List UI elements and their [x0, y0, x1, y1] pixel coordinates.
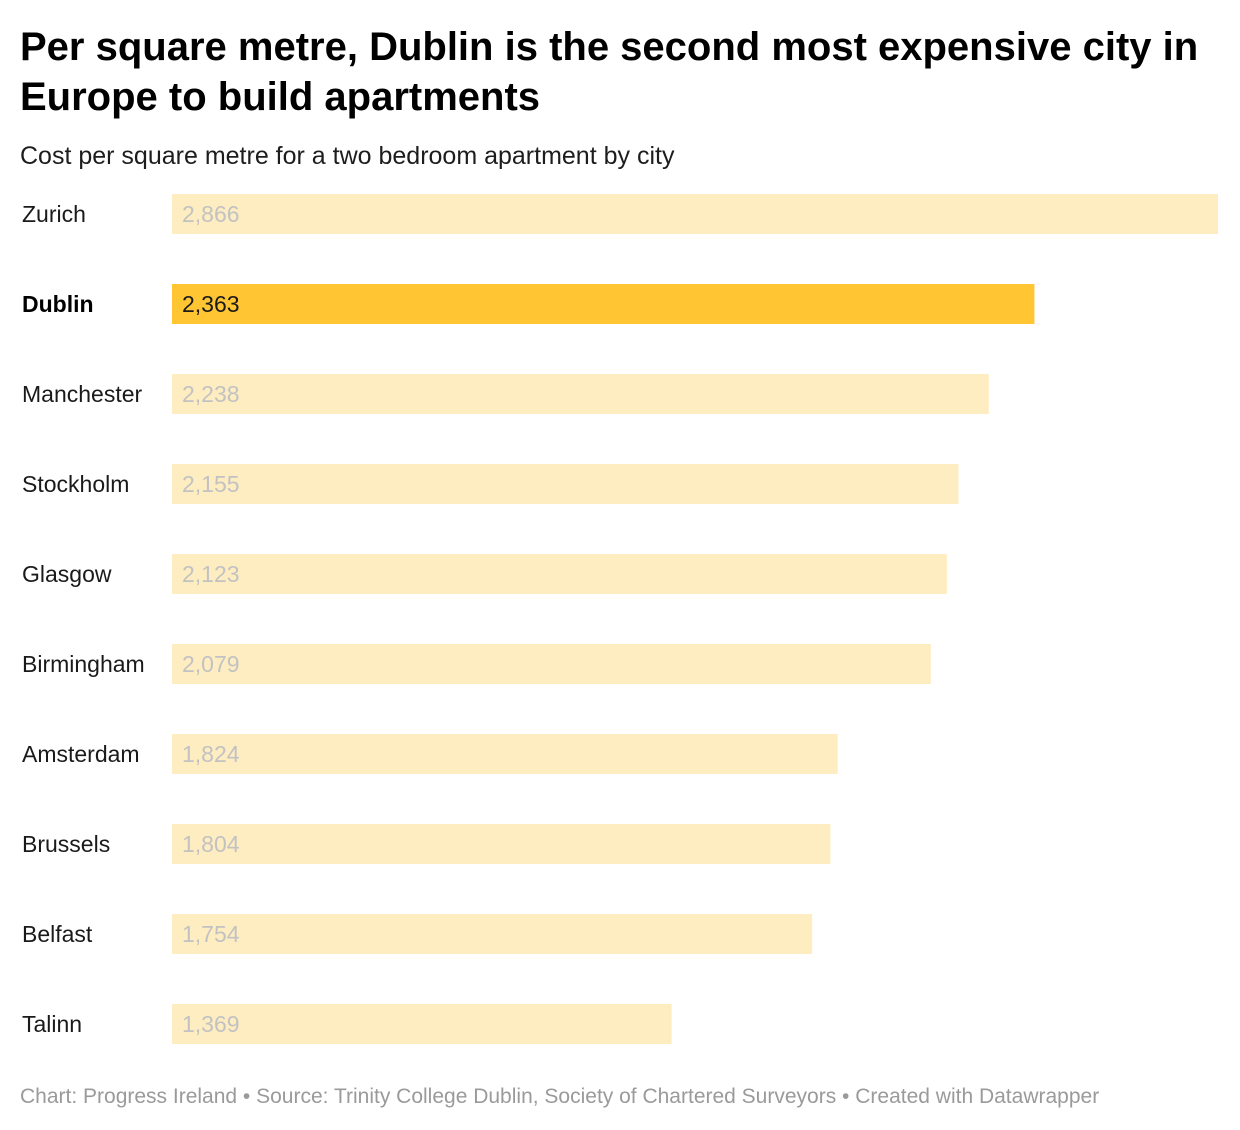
bar-stockholm [172, 464, 959, 504]
value-label-dublin: 2,363 [182, 291, 240, 317]
bar-belfast [172, 914, 813, 954]
bar-birmingham [172, 644, 931, 684]
bar-manchester [172, 374, 989, 414]
category-label-birmingham: Birmingham [22, 651, 145, 677]
bar-glasgow [172, 554, 947, 594]
value-label-belfast: 1,754 [182, 921, 240, 947]
value-label-amsterdam: 1,824 [182, 741, 240, 767]
bar-chart: Zurich 2,866 Dublin 2,363 Manchester 2,238 Sto… [22, 194, 1218, 1044]
value-label-birmingham: 2,079 [182, 651, 240, 677]
value-label-zurich: 2,866 [182, 201, 240, 227]
category-label-talinn: Talinn [22, 1011, 82, 1037]
chart-footer: Chart: Progress Ireland • Source: Trinit… [20, 1085, 1100, 1108]
value-label-manchester: 2,238 [182, 381, 240, 407]
value-label-glasgow: 2,123 [182, 561, 240, 587]
category-label-amsterdam: Amsterdam [22, 741, 140, 767]
value-label-stockholm: 2,155 [182, 471, 240, 497]
value-label-talinn: 1,369 [182, 1011, 240, 1037]
chart-subtitle: Cost per square metre for a two bedroom … [20, 142, 675, 170]
category-label-brussels: Brussels [22, 831, 110, 857]
bar-amsterdam [172, 734, 838, 774]
value-label-brussels: 1,804 [182, 831, 240, 857]
category-label-stockholm: Stockholm [22, 471, 129, 497]
category-label-belfast: Belfast [22, 921, 93, 947]
category-label-glasgow: Glasgow [22, 561, 112, 587]
bar-brussels [172, 824, 831, 864]
bar-talinn [172, 1004, 672, 1044]
category-label-manchester: Manchester [22, 381, 143, 407]
bar-dublin [172, 284, 1035, 324]
category-label-dublin: Dublin [22, 291, 94, 317]
chart-title: Per square metre, Dublin is the second m… [20, 25, 1199, 119]
category-label-zurich: Zurich [22, 201, 86, 227]
bar-zurich [172, 194, 1218, 234]
